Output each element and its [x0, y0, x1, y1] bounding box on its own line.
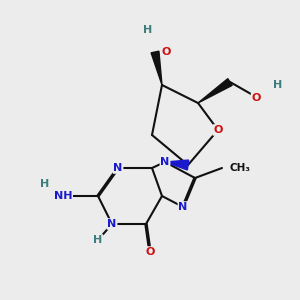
Polygon shape	[198, 79, 232, 103]
Text: N: N	[113, 163, 123, 173]
Text: N: N	[160, 157, 169, 167]
Polygon shape	[151, 51, 162, 85]
Text: O: O	[251, 93, 261, 103]
Text: O: O	[145, 247, 155, 257]
Text: H: H	[40, 179, 50, 189]
Text: O: O	[213, 125, 223, 135]
Text: H: H	[143, 25, 153, 35]
Text: H: H	[93, 235, 103, 245]
Text: CH₃: CH₃	[230, 163, 251, 173]
Text: N: N	[107, 219, 117, 229]
Text: N: N	[178, 202, 188, 212]
Text: H: H	[273, 80, 283, 90]
Text: O: O	[162, 47, 171, 57]
Text: NH: NH	[54, 191, 72, 201]
Polygon shape	[165, 160, 189, 170]
